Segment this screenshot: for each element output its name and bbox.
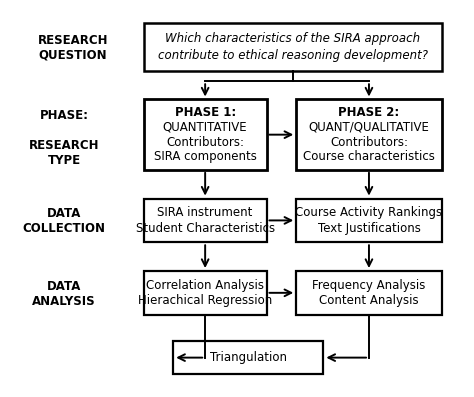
Text: Which characteristics of the SIRA approach: Which characteristics of the SIRA approa… xyxy=(165,32,420,45)
Text: Triangulation: Triangulation xyxy=(210,351,287,364)
Text: RESEARCH
QUESTION: RESEARCH QUESTION xyxy=(38,34,109,62)
Text: Course characteristics: Course characteristics xyxy=(303,150,435,163)
Text: contribute to ethical reasoning development?: contribute to ethical reasoning developm… xyxy=(158,49,428,62)
FancyBboxPatch shape xyxy=(144,23,442,71)
Text: QUANTITATIVE: QUANTITATIVE xyxy=(163,121,247,134)
Text: SIRA components: SIRA components xyxy=(154,150,256,163)
Text: Contributors:: Contributors: xyxy=(330,135,408,148)
Text: DATA
COLLECTION: DATA COLLECTION xyxy=(23,207,106,235)
Text: Content Analysis: Content Analysis xyxy=(319,294,419,307)
FancyBboxPatch shape xyxy=(144,99,266,170)
FancyBboxPatch shape xyxy=(173,341,323,374)
Text: DATA
ANALYSIS: DATA ANALYSIS xyxy=(32,280,96,308)
Text: SIRA instrument: SIRA instrument xyxy=(157,206,253,219)
Text: Course Activity Rankings: Course Activity Rankings xyxy=(295,206,443,219)
FancyBboxPatch shape xyxy=(296,198,442,242)
Text: Frequency Analysis: Frequency Analysis xyxy=(312,279,426,291)
Text: Student Characteristics: Student Characteristics xyxy=(136,222,275,235)
Text: Hierachical Regression: Hierachical Regression xyxy=(138,294,272,307)
FancyBboxPatch shape xyxy=(296,271,442,315)
FancyBboxPatch shape xyxy=(296,99,442,170)
Text: Contributors:: Contributors: xyxy=(166,135,244,148)
Text: QUANT/QUALITATIVE: QUANT/QUALITATIVE xyxy=(309,121,429,134)
Text: PHASE 1:: PHASE 1: xyxy=(174,106,236,119)
Text: Text Justifications: Text Justifications xyxy=(318,222,420,235)
Text: PHASE 2:: PHASE 2: xyxy=(338,106,400,119)
Text: PHASE:

RESEARCH
TYPE: PHASE: RESEARCH TYPE xyxy=(29,108,100,166)
Text: Correlation Analysis: Correlation Analysis xyxy=(146,279,264,291)
FancyBboxPatch shape xyxy=(144,198,266,242)
FancyBboxPatch shape xyxy=(144,271,266,315)
